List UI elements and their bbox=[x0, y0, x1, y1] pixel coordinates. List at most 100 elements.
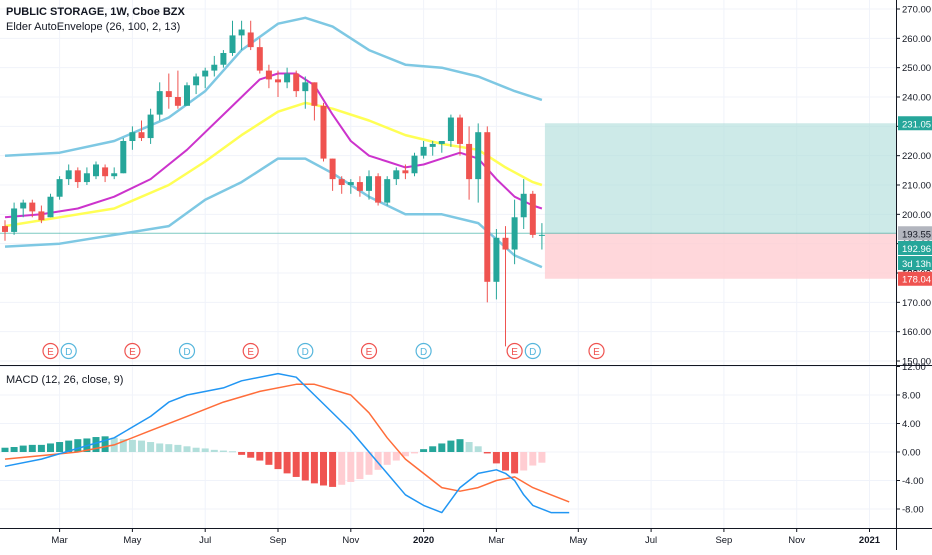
histogram-bar[interactable] bbox=[511, 452, 519, 474]
histogram-bar[interactable] bbox=[238, 452, 246, 455]
candle[interactable] bbox=[47, 193, 54, 218]
histogram-bar[interactable] bbox=[247, 452, 255, 458]
histogram-bar[interactable] bbox=[138, 440, 145, 452]
histogram-bar[interactable] bbox=[292, 452, 300, 477]
symbol-title[interactable]: PUBLIC STORAGE, 1W, Cboe BZX bbox=[6, 6, 185, 18]
candle[interactable] bbox=[384, 176, 391, 206]
candle[interactable] bbox=[347, 179, 354, 194]
candle[interactable] bbox=[265, 64, 272, 89]
dividend-marker[interactable]: D bbox=[60, 342, 77, 360]
candle[interactable] bbox=[256, 38, 263, 74]
candle[interactable] bbox=[320, 102, 327, 162]
histogram-bar[interactable] bbox=[465, 442, 473, 452]
histogram-bar[interactable] bbox=[165, 444, 173, 452]
histogram-bar[interactable] bbox=[411, 452, 418, 454]
last-price-tag[interactable]: 192.96 bbox=[898, 240, 932, 255]
candle[interactable] bbox=[29, 199, 36, 218]
earnings-marker[interactable]: E bbox=[360, 342, 378, 360]
candle[interactable] bbox=[74, 167, 81, 188]
histogram-bar[interactable] bbox=[438, 443, 446, 452]
candle[interactable] bbox=[238, 20, 245, 51]
histogram-bar[interactable] bbox=[1, 447, 9, 452]
histogram-bar[interactable] bbox=[37, 444, 45, 452]
candle[interactable] bbox=[284, 67, 291, 89]
candle[interactable] bbox=[356, 176, 363, 197]
candle[interactable] bbox=[411, 152, 418, 177]
histogram-bar[interactable] bbox=[383, 452, 391, 465]
histogram-bar[interactable] bbox=[256, 452, 264, 461]
candle[interactable] bbox=[111, 167, 118, 180]
candle[interactable] bbox=[20, 199, 27, 218]
histogram-bar[interactable] bbox=[310, 452, 318, 484]
histogram-bar[interactable] bbox=[219, 450, 227, 452]
candle[interactable] bbox=[102, 164, 109, 183]
histogram-bar[interactable] bbox=[229, 451, 236, 453]
histogram-bar[interactable] bbox=[283, 452, 291, 474]
histogram-bar[interactable] bbox=[174, 444, 182, 452]
histogram-bar[interactable] bbox=[201, 448, 209, 452]
candle[interactable] bbox=[147, 108, 154, 144]
time-axis[interactable]: Mar May Jul Sep Nov 2020 Mar May Jul Sep Nov 2021 bbox=[51, 528, 881, 546]
histogram-bar[interactable] bbox=[147, 442, 155, 452]
candle[interactable] bbox=[402, 164, 409, 180]
candle[interactable] bbox=[93, 161, 99, 180]
histogram-bar[interactable] bbox=[447, 440, 455, 452]
candle[interactable] bbox=[329, 158, 336, 191]
candle[interactable] bbox=[120, 138, 127, 174]
candle[interactable] bbox=[475, 123, 482, 203]
candle[interactable] bbox=[247, 20, 254, 51]
loss-zone[interactable] bbox=[544, 233, 896, 279]
candle[interactable] bbox=[129, 126, 136, 150]
histogram-bar[interactable] bbox=[401, 452, 409, 457]
histogram-bar[interactable] bbox=[19, 445, 27, 452]
macd-axis[interactable]: 12.00 8.00 4.00 0.00 -4.00 -8.00 bbox=[897, 362, 926, 516]
candle[interactable] bbox=[538, 223, 545, 250]
candle[interactable] bbox=[484, 126, 491, 303]
candle[interactable] bbox=[156, 82, 163, 121]
histogram-bar[interactable] bbox=[529, 452, 537, 466]
candle[interactable] bbox=[165, 73, 172, 109]
histogram-bar[interactable] bbox=[420, 449, 428, 452]
histogram-bar[interactable] bbox=[329, 452, 337, 487]
histogram-bar[interactable] bbox=[192, 447, 200, 452]
candle[interactable] bbox=[511, 199, 518, 265]
candle[interactable] bbox=[65, 164, 72, 185]
earnings-marker[interactable]: E bbox=[506, 342, 523, 360]
earnings-marker[interactable]: E bbox=[242, 342, 259, 360]
histogram-bar[interactable] bbox=[119, 439, 127, 452]
candle[interactable] bbox=[447, 114, 454, 147]
candle[interactable] bbox=[11, 202, 18, 235]
candle[interactable] bbox=[202, 67, 209, 89]
candle[interactable] bbox=[311, 82, 318, 121]
candle[interactable] bbox=[375, 173, 382, 206]
candle[interactable] bbox=[220, 50, 227, 68]
histogram-bar[interactable] bbox=[92, 437, 100, 452]
candle[interactable] bbox=[338, 176, 345, 194]
candle[interactable] bbox=[393, 167, 400, 185]
dividend-marker[interactable]: D bbox=[524, 342, 541, 360]
histogram-bar[interactable] bbox=[56, 442, 64, 452]
dividend-marker[interactable]: D bbox=[415, 342, 432, 360]
histogram-bar[interactable] bbox=[101, 436, 109, 452]
histogram-bar[interactable] bbox=[502, 452, 509, 471]
histogram-bar[interactable] bbox=[365, 452, 373, 475]
histogram-bar[interactable] bbox=[65, 440, 73, 452]
candle[interactable] bbox=[174, 70, 181, 109]
price-axis[interactable]: 150.00160.00170.00180.00190.00200.00210.… bbox=[897, 5, 931, 368]
histogram-bar[interactable] bbox=[338, 452, 346, 485]
earnings-marker[interactable]: E bbox=[588, 342, 605, 360]
indicator-title[interactable]: Elder AutoEnvelope (26, 100, 2, 13) bbox=[6, 21, 181, 33]
histogram-bar[interactable] bbox=[538, 452, 546, 463]
candle[interactable] bbox=[2, 220, 8, 241]
earnings-marker[interactable]: E bbox=[124, 342, 141, 360]
histogram-bar[interactable] bbox=[492, 452, 500, 464]
histogram-bar[interactable] bbox=[347, 452, 355, 482]
candle[interactable] bbox=[211, 55, 218, 77]
histogram-bar[interactable] bbox=[429, 446, 437, 452]
candle[interactable] bbox=[229, 20, 236, 56]
candle[interactable] bbox=[138, 120, 145, 141]
dividend-marker[interactable]: D bbox=[297, 342, 314, 360]
histogram-bar[interactable] bbox=[265, 452, 273, 465]
candle[interactable] bbox=[38, 205, 45, 224]
